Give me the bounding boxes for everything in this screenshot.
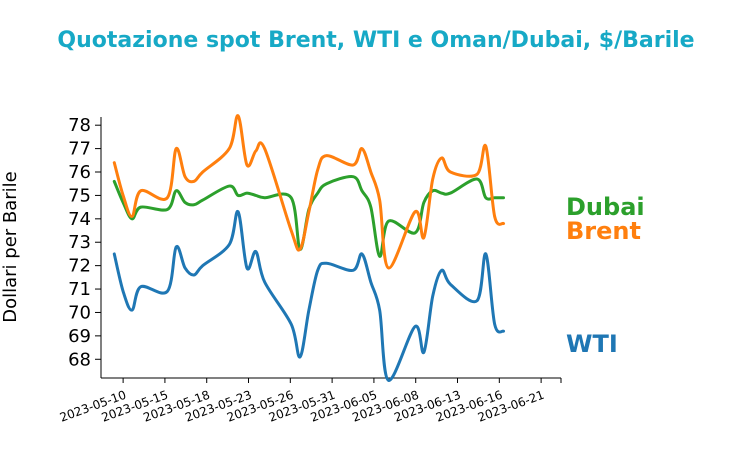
y-tick-label: 70 <box>68 302 91 323</box>
y-tick-label: 72 <box>68 256 91 277</box>
series-lines <box>112 114 505 382</box>
series-line-wti <box>112 210 505 382</box>
y-tick-label: 78 <box>68 115 91 136</box>
series-line-brent <box>112 114 505 270</box>
y-tick-label: 68 <box>68 349 91 370</box>
series-label-dubai: Dubai <box>566 193 645 221</box>
chart-title: Quotazione spot Brent, WTI e Oman/Dubai,… <box>57 28 694 53</box>
y-tick-label: 75 <box>68 185 91 206</box>
y-tick-label: 74 <box>68 209 91 230</box>
y-tick-label: 77 <box>68 139 91 160</box>
y-tick-label: 69 <box>68 326 91 347</box>
y-tick-label: 73 <box>68 232 91 253</box>
series-label-brent: Brent <box>566 217 641 245</box>
y-axis-label: Dollari per Barile <box>0 171 21 323</box>
series-label-wti: WTI <box>566 330 618 358</box>
y-tick-label: 71 <box>68 279 91 300</box>
y-tick-label: 76 <box>68 162 91 183</box>
x-axis-ticks: 2023-05-102023-05-152023-05-182023-05-23… <box>58 378 562 425</box>
